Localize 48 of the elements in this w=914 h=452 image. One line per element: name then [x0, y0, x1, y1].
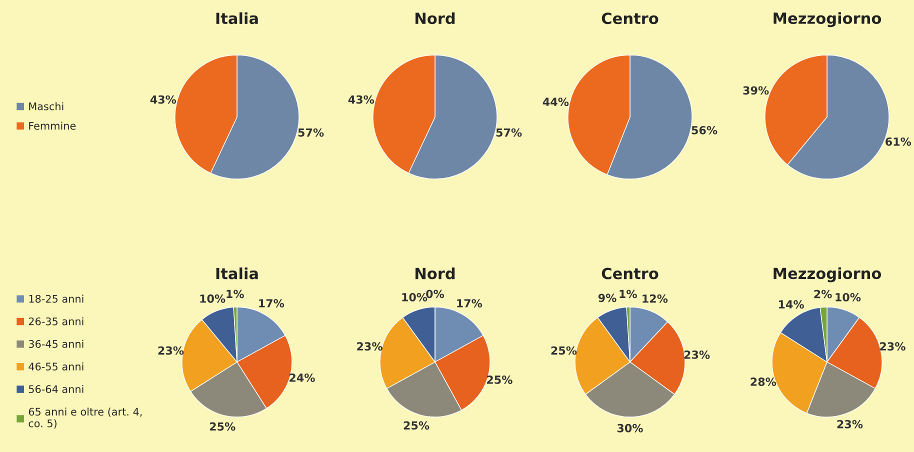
data-label: 30% [617, 424, 643, 432]
chart-title: Mezzogiorno [774, 12, 882, 28]
data-label: 23% [158, 346, 184, 355]
legend-label: 26-35 anni [28, 317, 84, 326]
data-label: 44% [542, 98, 569, 106]
data-label: 10% [836, 293, 861, 302]
data-label: 23% [880, 342, 906, 351]
data-label: 2% [814, 290, 832, 298]
data-label: 10% [402, 293, 428, 302]
data-label: 43% [348, 95, 374, 104]
data-label: 17% [259, 299, 284, 308]
data-label: 12% [642, 294, 668, 303]
data-label: 39% [743, 86, 769, 95]
chart-title: Italia [216, 12, 258, 24]
data-label: 10% [200, 294, 226, 303]
data-label: 23% [684, 350, 710, 359]
data-label: 28% [750, 378, 776, 386]
data-label: 17% [457, 299, 482, 308]
data-label: 1% [620, 290, 637, 298]
data-label: 25% [210, 422, 236, 431]
data-label: 57% [298, 128, 324, 137]
data-label: 25% [551, 346, 577, 355]
legend-label: 65 anni e oltre (art. 4, co. 5) [28, 408, 142, 429]
legend-label: 36-45 anni [28, 340, 84, 348]
data-label: 24% [290, 374, 315, 382]
legend-label: Femmine [29, 122, 76, 130]
legend-label: 56-64 anni [28, 385, 84, 394]
legend-label: 18-25 anni [29, 294, 84, 303]
legend-label: Maschi [29, 102, 64, 110]
text: 0% [426, 290, 444, 298]
data-label: 14% [779, 300, 804, 309]
data-label: 61% [886, 137, 912, 146]
data-label: 25% [487, 376, 512, 384]
data-label: 57% [496, 128, 522, 137]
chart-title: Nord [416, 267, 455, 280]
data-label: 25% [404, 421, 430, 430]
chart-title: Centro [602, 12, 658, 24]
data-label: 1% [226, 290, 244, 298]
data-label: 9% [598, 294, 616, 302]
chart-title: Mezzogiorno [774, 267, 882, 282]
legend-label: 46-55 anni [28, 362, 84, 370]
chart-title: Centro [602, 268, 658, 280]
data-label: 43% [150, 95, 176, 104]
data-label: 56% [692, 126, 718, 134]
data-label: 23% [357, 342, 382, 351]
data-label: 23% [837, 420, 863, 428]
chart-title: Nord [416, 12, 455, 24]
chart-title: Italia [216, 267, 258, 280]
